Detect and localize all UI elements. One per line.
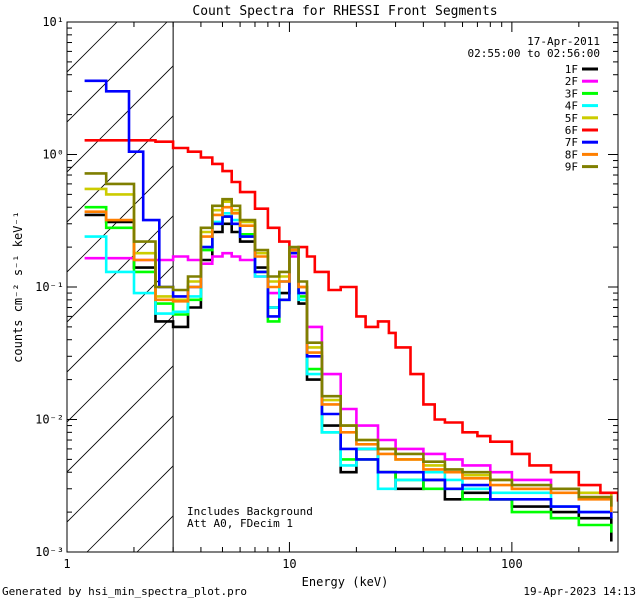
footer-generated-by: Generated by hsi_min_spectra_plot.pro <box>2 585 247 598</box>
legend-label-8f: 8F <box>565 148 578 161</box>
x-axis-label: Energy (keV) <box>302 575 389 589</box>
legend-label-3f: 3F <box>565 87 578 100</box>
x-tick-label: 100 <box>501 557 523 571</box>
hatch-line <box>67 265 174 373</box>
y-tick-label: 10⁻³ <box>35 545 64 559</box>
y-tick-label: 10⁰ <box>42 148 64 162</box>
series-lines <box>84 79 618 542</box>
legend-label-2f: 2F <box>565 75 578 88</box>
hatch-line <box>67 415 174 523</box>
y-tick-label: 10⁻² <box>35 413 64 427</box>
annotation-background: Includes Background <box>187 505 313 518</box>
x-tick-label: 10 <box>282 557 296 571</box>
hatch-area <box>67 22 174 552</box>
legend-label-6f: 6F <box>565 124 578 137</box>
y-tick-label: 10¹ <box>42 15 64 29</box>
legend-label-1f: 1F <box>565 63 578 76</box>
hatch-line <box>67 22 168 123</box>
legend-label-9f: 9F <box>565 161 578 174</box>
legend-label-4f: 4F <box>565 100 578 113</box>
legend-label-5f: 5F <box>565 112 578 125</box>
series-line-3f <box>84 205 613 533</box>
x-tick-label: 1 <box>63 557 70 571</box>
hatch-line <box>67 215 174 323</box>
legend-label-7f: 7F <box>565 136 578 149</box>
series-line-9f <box>84 172 613 507</box>
series-line-7f <box>84 79 613 519</box>
hatch-line <box>67 365 174 473</box>
y-tick-label: 10⁻¹ <box>35 280 64 294</box>
hatch-line <box>67 65 174 173</box>
chart-title: Count Spectra for RHESSI Front Segments <box>192 4 497 19</box>
annotation-attenuator: Att A0, FDecim 1 <box>187 517 293 530</box>
axes: 1 10 100 10⁻³ 10⁻² 10⁻¹ 10⁰ 10¹ <box>35 15 619 571</box>
series-line-6f <box>84 139 618 502</box>
hatched-region <box>67 22 174 552</box>
series-line-2f <box>84 251 613 507</box>
legend-date: 17-Apr-2011 <box>527 35 600 48</box>
footer-timestamp: 19-Apr-2023 14:13 <box>523 585 636 598</box>
y-axis-label: counts cm⁻² s⁻¹ keV⁻¹ <box>11 211 25 363</box>
legend-time-range: 02:55:00 to 02:56:00 <box>468 47 600 60</box>
